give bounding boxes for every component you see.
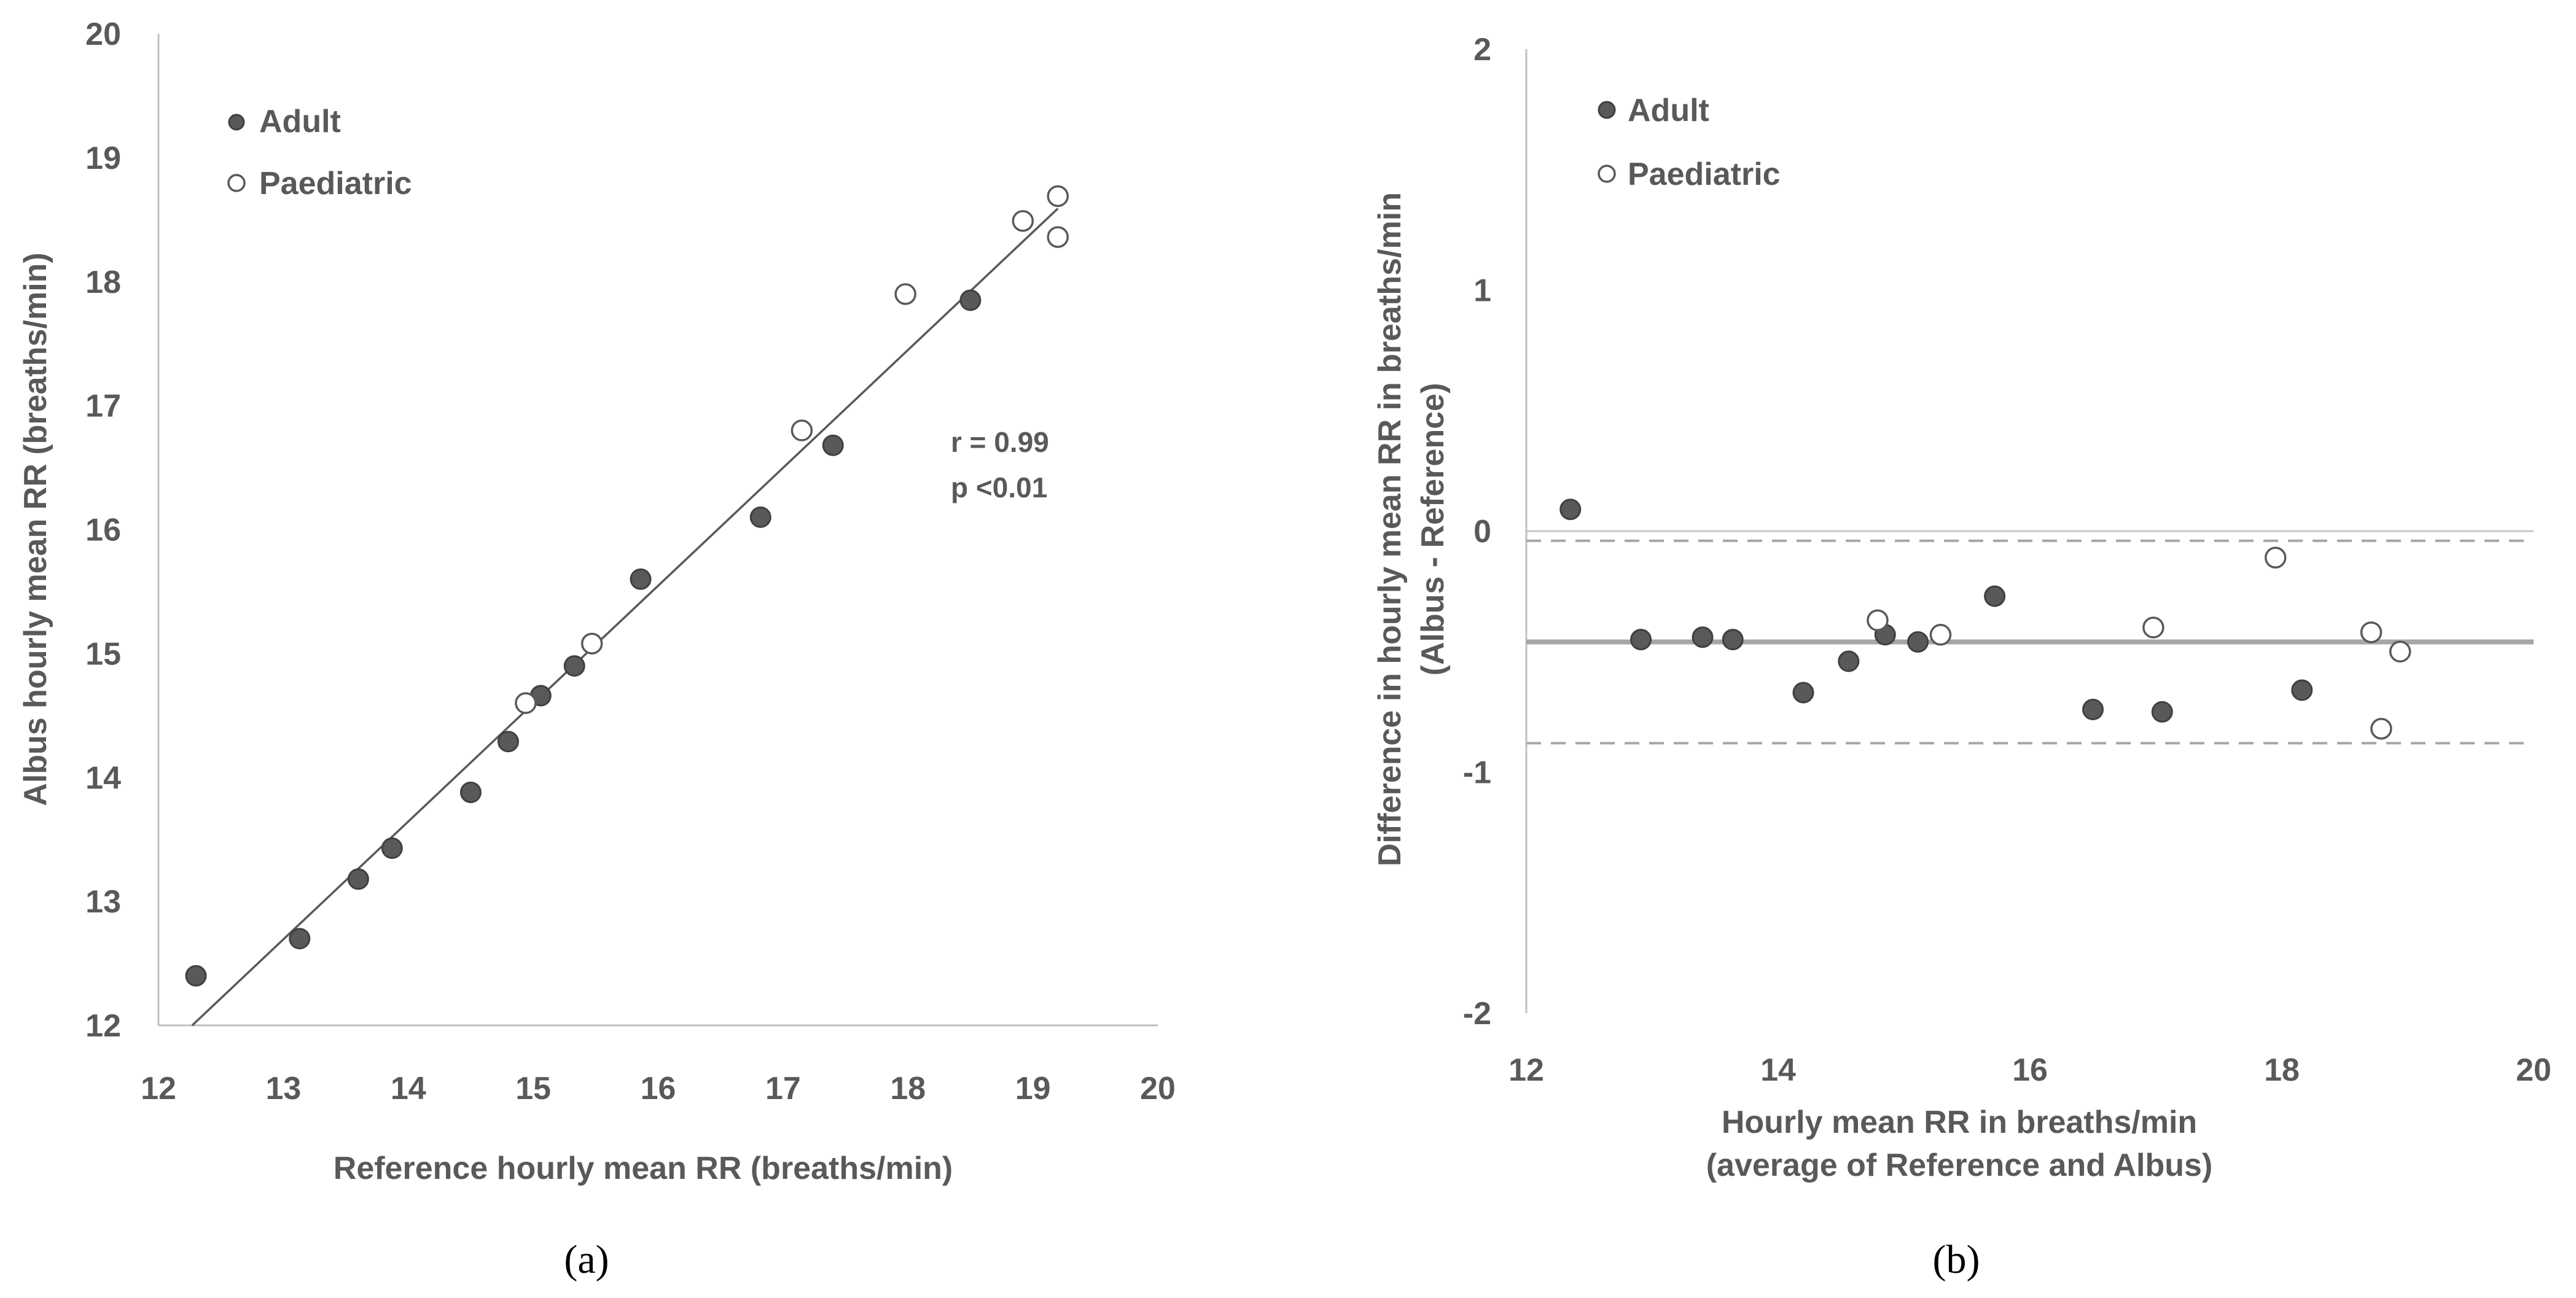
panel-b-legend-adult-marker (1598, 101, 1616, 119)
panel-b-adult-point (2151, 701, 2173, 723)
panel-a-y-tick-label: 20 (85, 17, 121, 52)
panel-a-legend-paediatric-label: Paediatric (259, 166, 412, 201)
panel-b-adult-point (2291, 679, 2313, 701)
panel-a-paediatric-point (1047, 226, 1069, 248)
panel-a-y-tick-label: 13 (85, 884, 121, 920)
panel-b-adult-point (1722, 629, 1744, 651)
panel-b-data-points (1559, 499, 2411, 740)
panel-a-adult-point (563, 655, 585, 677)
panel-a-paediatric-point (894, 283, 916, 305)
panel-a-scatter-chart: 12 13 14 15 16 17 18 19 20 12 13 14 15 16 17 18 19 20 Ad… (18, 17, 1176, 1282)
panel-a-adult-point (381, 837, 403, 859)
panel-b-paediatric-point (1929, 624, 1952, 646)
panel-a-data-points (185, 185, 1069, 987)
panel-a-x-tick-label: 15 (515, 1071, 551, 1106)
panel-a-paediatric-point (580, 632, 603, 655)
panel-b-legend: Adult Paediatric (1598, 93, 1781, 192)
panel-b-y-axis-label-line-2: (Albus - Reference) (1415, 383, 1451, 676)
panel-b-adult-point (1984, 585, 2006, 607)
panel-b-y-tick-label: 1 (1473, 273, 1491, 309)
panel-a-y-tick-label: 16 (85, 513, 121, 548)
panel-b-y-tick-label: -2 (1463, 996, 1491, 1032)
panel-a-regression-line (191, 208, 1059, 1027)
panel-a-y-tick-label: 18 (85, 265, 121, 300)
panel-a-paediatric-point (515, 692, 537, 714)
panel-a-x-tick-label: 20 (1140, 1071, 1176, 1106)
panel-b-y-tick-label: 2 (1473, 32, 1491, 68)
panel-b-x-tick-label: 20 (2516, 1052, 2551, 1088)
panel-a-adult-point (749, 506, 771, 528)
panel-a-y-tick-label: 19 (85, 141, 121, 176)
panel-a-x-tick-label: 13 (265, 1071, 301, 1106)
panel-a-x-tick-label: 14 (391, 1071, 426, 1106)
panel-a-paediatric-point (790, 419, 813, 441)
panel-b-paediatric-point (2370, 718, 2392, 740)
panel-b-paediatric-point (2389, 640, 2411, 663)
panel-b-paediatric-point (2265, 546, 2287, 569)
panel-b-y-axis-label-line-1: Difference in hourly mean RR in breaths/… (1372, 192, 1408, 866)
panel-b-x-tick-label: 18 (2264, 1052, 2300, 1088)
panel-a-x-tick-label: 16 (641, 1071, 676, 1106)
panel-a-legend-adult-label: Adult (259, 104, 341, 139)
panel-a-y-tick-label: 14 (85, 760, 121, 796)
panel-b-adult-point (1630, 629, 1652, 651)
panel-a-paediatric-point (1047, 185, 1069, 208)
panel-a-y-tick-labels: 12 13 14 15 16 17 18 19 20 (85, 17, 121, 1044)
panel-a-legend: Adult Paediatric (227, 104, 412, 201)
panel-a-x-tick-label: 19 (1015, 1071, 1051, 1106)
panel-a-x-axis-label: Reference hourly mean RR (breaths/min) (334, 1151, 953, 1186)
panel-a-x-tick-label: 12 (141, 1071, 176, 1106)
panel-b-caption: (b) (1933, 1237, 1980, 1282)
panel-b-paediatric-point (2142, 616, 2164, 639)
panel-b-adult-point (1559, 499, 1582, 521)
panel-a-x-tick-label: 17 (765, 1071, 801, 1106)
panel-a-x-tick-labels: 12 13 14 15 16 17 18 19 20 (141, 1071, 1176, 1106)
panel-a-y-tick-label: 12 (85, 1008, 121, 1044)
panel-b-paediatric-point (2360, 621, 2383, 643)
panel-b-y-tick-labels: -2 -1 0 1 2 (1463, 32, 1491, 1032)
panel-a-adult-point (185, 965, 207, 987)
panel-a-y-axis-label: Albus hourly mean RR (breaths/min) (18, 252, 53, 806)
panel-a-y-tick-label: 17 (85, 389, 121, 424)
panel-b-y-tick-label: 0 (1473, 514, 1491, 550)
panel-a-adult-point (630, 568, 652, 590)
panel-b-paediatric-point (1867, 609, 1889, 631)
panel-a-legend-paediatric-marker (227, 174, 246, 192)
panel-a-p-value-annotation: p <0.01 (951, 472, 1047, 503)
panel-b-adult-point (1907, 631, 1929, 653)
panel-b-y-tick-label: -1 (1463, 755, 1491, 791)
panel-b-x-tick-label: 16 (2012, 1052, 2048, 1088)
panel-b-x-tick-labels: 12 14 16 18 20 (1509, 1052, 2551, 1088)
panel-a-y-tick-label: 15 (85, 636, 121, 672)
panel-b-adult-point (1792, 682, 1814, 704)
panel-b-adult-point (1692, 626, 1714, 648)
panel-a-legend-adult-marker (228, 114, 245, 131)
panel-b-adult-point (1838, 650, 1860, 672)
panel-a-adult-point (497, 731, 519, 753)
panel-b-legend-adult-label: Adult (1628, 93, 1709, 128)
panel-b-x-tick-label: 14 (1760, 1052, 1796, 1088)
panel-a-adult-point (347, 868, 369, 890)
panel-b-x-tick-label: 12 (1509, 1052, 1544, 1088)
panel-b-legend-paediatric-label: Paediatric (1628, 157, 1781, 192)
panel-a-adult-point (959, 289, 982, 311)
panel-a-adult-point (289, 928, 311, 950)
panel-a-x-tick-label: 18 (890, 1071, 926, 1106)
panel-b-x-axis-label-line-1: Hourly mean RR in breaths/min (1722, 1105, 2197, 1140)
panel-a-correlation-annotation: r = 0.99 (951, 426, 1049, 458)
panel-a-caption: (a) (564, 1237, 609, 1282)
panel-b-legend-paediatric-marker (1598, 165, 1616, 183)
panel-a-adult-point (822, 434, 844, 456)
panel-b-x-axis-label-line-2: (average of Reference and Albus) (1706, 1148, 2213, 1183)
panel-b-adult-point (2082, 698, 2104, 720)
panel-a-adult-point (459, 781, 482, 803)
panel-a-paediatric-point (1012, 210, 1034, 232)
